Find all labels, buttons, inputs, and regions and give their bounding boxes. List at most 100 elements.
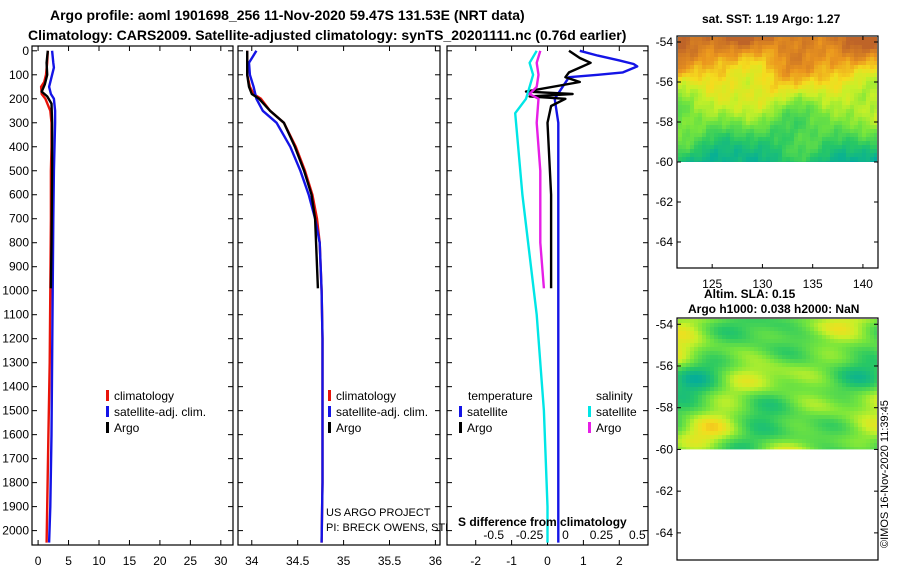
- map-cell: [706, 89, 710, 93]
- map-cell: [850, 371, 854, 375]
- map-cell: [798, 443, 802, 447]
- map-cell: [814, 439, 818, 443]
- map-cell: [806, 355, 810, 359]
- map-cell: [686, 129, 690, 133]
- map-cell: [758, 427, 762, 431]
- map-cell: [694, 93, 698, 97]
- map-cell: [754, 153, 758, 157]
- map-cell: [806, 447, 810, 450]
- map-cell: [722, 93, 726, 97]
- map-cell: [678, 383, 682, 387]
- map-cell: [714, 419, 718, 423]
- map-cell: [710, 57, 714, 61]
- map-cell: [682, 419, 686, 423]
- map-cell: [718, 109, 722, 113]
- x-tick-label: 0: [544, 554, 551, 568]
- map-cell: [818, 427, 822, 431]
- map-cell: [698, 161, 702, 162]
- map-cell: [778, 327, 782, 331]
- map-cell: [850, 113, 854, 117]
- map-cell: [750, 125, 754, 129]
- map-cell: [778, 351, 782, 355]
- map-cell: [838, 427, 842, 431]
- map-cell: [690, 37, 694, 41]
- map-cell: [850, 343, 854, 347]
- map-cell: [770, 327, 774, 331]
- map-cell: [738, 335, 742, 339]
- map-cell: [730, 153, 734, 157]
- map-cell: [782, 133, 786, 137]
- map-cell: [862, 65, 866, 69]
- map-cell: [742, 141, 746, 145]
- map-cell: [714, 399, 718, 403]
- map-cell: [806, 407, 810, 411]
- map-cell: [826, 117, 830, 121]
- map-cell: [678, 97, 682, 101]
- map-cell: [750, 65, 754, 69]
- map-cell: [874, 149, 877, 153]
- map-cell: [818, 439, 822, 443]
- map-cell: [802, 93, 806, 97]
- legend-swatch: [106, 390, 109, 401]
- map-cell: [830, 319, 834, 323]
- map-cell: [766, 379, 770, 383]
- map-cell: [838, 419, 842, 423]
- map-cell: [798, 73, 802, 77]
- map-cell: [774, 443, 778, 447]
- map-cell: [734, 49, 738, 53]
- y-tick-label: 1500: [2, 404, 29, 418]
- map-cell: [862, 423, 866, 427]
- map-cell: [838, 415, 842, 419]
- map-cell: [866, 61, 870, 65]
- map-cell: [678, 45, 682, 49]
- legend-title-temperature: temperature: [468, 389, 533, 403]
- map-cell: [694, 335, 698, 339]
- map-cell: [742, 65, 746, 69]
- map-cell: [874, 129, 877, 133]
- map-cell: [690, 367, 694, 371]
- map-cell: [718, 129, 722, 133]
- map-cell: [690, 395, 694, 399]
- map-cell: [806, 37, 810, 41]
- map-cell: [766, 65, 770, 69]
- map-cell: [714, 383, 718, 387]
- map-cell: [834, 93, 838, 97]
- map-cell: [678, 137, 682, 141]
- map-cell: [690, 141, 694, 145]
- map-cell: [730, 395, 734, 399]
- map-cell: [690, 355, 694, 359]
- x-tick-label: 5: [65, 554, 72, 568]
- map-cell: [766, 37, 770, 41]
- map-cell: [738, 157, 742, 161]
- map-cell: [818, 443, 822, 447]
- map-cell: [826, 37, 830, 41]
- map-cell: [842, 335, 846, 339]
- map-cell: [706, 101, 710, 105]
- map-cell: [822, 109, 826, 113]
- map-cell: [778, 85, 782, 89]
- map-cell: [830, 81, 834, 85]
- map-cell: [874, 319, 877, 323]
- map-cell: [702, 407, 706, 411]
- map-cell: [726, 443, 730, 447]
- map-cell: [678, 319, 682, 323]
- map-cell: [770, 439, 774, 443]
- map-cell: [774, 133, 778, 137]
- map-cell: [794, 69, 798, 73]
- map-cell: [766, 419, 770, 423]
- map-cell: [842, 419, 846, 423]
- map-cell: [810, 399, 814, 403]
- map-cell: [746, 371, 750, 375]
- map-cell: [746, 419, 750, 423]
- map-cell: [846, 351, 850, 355]
- map-cell: [842, 93, 846, 97]
- map-cell: [830, 395, 834, 399]
- map-cell: [806, 319, 810, 323]
- map-cell: [682, 347, 686, 351]
- map-cell: [682, 355, 686, 359]
- map-cell: [686, 363, 690, 367]
- map-cell: [846, 335, 850, 339]
- map-cell: [770, 427, 774, 431]
- map-cell: [754, 149, 758, 153]
- map-cell: [694, 339, 698, 343]
